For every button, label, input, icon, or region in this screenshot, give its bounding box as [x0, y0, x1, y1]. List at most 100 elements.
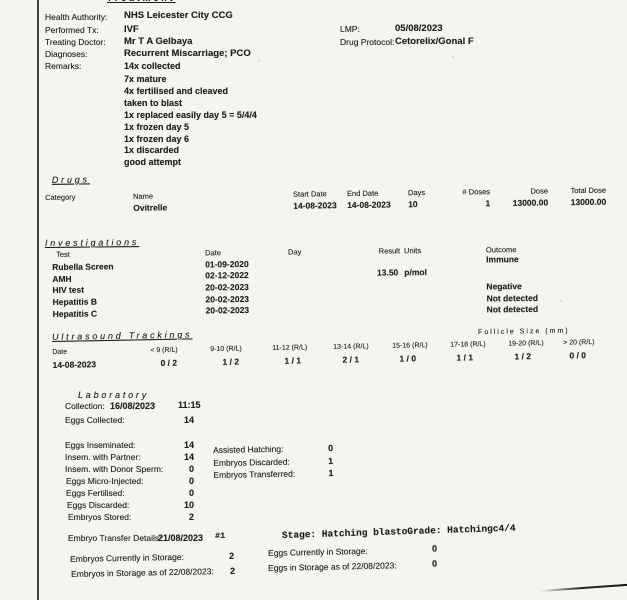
- section-heading-investigations: Investigations: [44, 237, 140, 249]
- collection-label: Collection:: [65, 401, 105, 411]
- us-count: 1 / 2: [222, 356, 240, 367]
- transfer-number: #1: [215, 531, 226, 541]
- lab-value: 0: [188, 464, 194, 474]
- column-header-start-date: Start Date: [292, 189, 327, 199]
- drug-cell-doses: 1: [485, 198, 491, 209]
- storage-row: Eggs in Storage as of 22/08/2023: 0: [267, 558, 448, 576]
- remark-line: taken to blast: [124, 98, 183, 108]
- lab-label: Assisted Hatching:: [212, 443, 284, 455]
- field-value-performed-tx: IVF: [124, 24, 139, 35]
- section-heading-ultrasound: Ultrasound Trackings: [51, 329, 193, 342]
- field-label-performed-tx: Performed Tx:: [45, 25, 99, 35]
- section-heading-drugs: Drugs: [51, 174, 90, 185]
- test-name: Hepatitis C: [52, 308, 98, 319]
- storage-label: Embryos Currently in Storage:: [69, 551, 185, 564]
- column-header-name: Name: [132, 191, 154, 201]
- lab-label: Eggs Inseminated:: [65, 440, 136, 450]
- drug-cell-total-dose: 13000.00: [570, 196, 607, 208]
- us-count: 0 / 2: [160, 357, 178, 369]
- storage-value: 2: [228, 550, 235, 561]
- field-value-drug-protocol: Cetorelix/Gonal F: [395, 36, 474, 47]
- test-name: AMH: [52, 273, 72, 284]
- field-label-treating-doctor: Treating Doctor:: [45, 37, 106, 47]
- column-header-total-dose: Total Dose: [570, 185, 607, 196]
- section-heading-treatment: Treatment: [107, 0, 176, 3]
- us-date: 14-08-2023: [52, 359, 97, 370]
- storage-row: Eggs Currently in Storage: 0: [267, 543, 448, 561]
- remark-line: 7x mature: [124, 73, 167, 84]
- lab-label: Insem. with Donor Sperm:: [65, 464, 164, 474]
- test-outcome: Not detected: [486, 303, 539, 315]
- collection-time: 11:15: [178, 400, 201, 410]
- storage-value: 2: [229, 565, 236, 576]
- storage-label: Eggs in Storage as of 22/08/2023:: [267, 560, 397, 573]
- column-header-dose: Dose: [530, 186, 549, 196]
- field-label-diagnoses: Diagnoses:: [45, 49, 88, 59]
- column-header-category: Category: [44, 192, 76, 202]
- column-header-units: Units: [403, 246, 422, 256]
- follicle-size-label: Follicle Size (mm): [477, 327, 570, 337]
- us-column-header: < 9 (R/L): [150, 346, 178, 355]
- lab-label: Eggs Collected:: [65, 415, 125, 425]
- drug-cell-name: Ovitrelle: [133, 202, 168, 213]
- storage-label: Embryos in Storage as of 22/08/2023:: [70, 566, 214, 579]
- column-header-date: Date: [204, 248, 221, 258]
- remark-line: 14x collected: [124, 61, 181, 71]
- test-date: 02-12-2022: [205, 270, 249, 281]
- drug-cell-start-date: 14-08-2023: [293, 200, 337, 211]
- collection-date: 16/08/2023: [110, 401, 156, 411]
- field-value-treating-doctor: Mr T A Gelbaya: [124, 36, 193, 47]
- drug-cell-dose: 13000.00: [512, 197, 549, 208]
- lab-value: 1: [328, 455, 334, 466]
- column-header-doses: # Doses: [462, 187, 491, 197]
- lab-label: Embryos Transferred:: [213, 468, 296, 480]
- us-column-header: 13-14 (R/L): [333, 343, 369, 351]
- lab-label: Insem. with Partner:: [65, 452, 141, 462]
- us-count: 2 / 1: [342, 354, 360, 365]
- drug-cell-end-date: 14-08-2023: [347, 199, 391, 211]
- us-column-header: > 20 (R/L): [563, 339, 595, 347]
- lab-value: 10: [183, 500, 194, 510]
- lab-label: Eggs Discarded:: [67, 500, 130, 510]
- transfer-date: 21/08/2023: [158, 533, 204, 543]
- scan-speck: [258, 60, 260, 62]
- test-date: 20-02-2023: [205, 305, 250, 316]
- field-value-lmp: 05/08/2023: [395, 23, 443, 34]
- remark-line: 4x fertilised and cleaved: [124, 86, 229, 96]
- storage-label: Eggs Currently in Storage:: [267, 545, 368, 558]
- test-name: HIV test: [52, 285, 85, 296]
- us-column-header: 15-16 (R/L): [392, 342, 428, 350]
- ultrasound-section: Ultrasound Trackings Follicle Size (mm) …: [0, 315, 627, 374]
- test-outcome: Immune: [486, 253, 519, 264]
- field-value-diagnoses: Recurrent Miscarriage; PCO: [124, 48, 251, 59]
- us-column-header: 19-20 (R/L): [508, 339, 544, 348]
- us-column-header: 17-18 (R/L): [450, 341, 486, 349]
- us-column-header: 11-12 (R/L): [272, 344, 308, 352]
- lab-value: 0: [188, 488, 194, 498]
- us-count: 1 / 1: [284, 355, 302, 366]
- us-column-header: Date: [52, 348, 68, 356]
- test-name: Hepatitis B: [52, 296, 98, 307]
- us-count: 1 / 1: [456, 352, 474, 363]
- test-units: p/mol: [404, 266, 427, 277]
- lab-label: Eggs Micro-Injected:: [66, 476, 144, 486]
- test-outcome: Not detected: [486, 292, 539, 303]
- test-result: 13.50: [376, 267, 399, 278]
- column-header-day: Day: [287, 247, 302, 257]
- test-date: 01-09-2020: [205, 258, 249, 269]
- section-heading-laboratory: Laboratory: [78, 390, 150, 400]
- test-outcome: Negative: [486, 281, 522, 292]
- storage-value: 0: [431, 543, 438, 554]
- lab-value: 14: [183, 440, 194, 450]
- test-name: Rubella Screen: [52, 261, 114, 272]
- remark-line: 1x discarded: [124, 145, 180, 155]
- column-header-result: Result: [378, 246, 401, 256]
- scan-speck: [452, 56, 454, 58]
- remark-line: 1x frozen day 5: [124, 121, 190, 132]
- lab-label: Embryos Discarded:: [213, 456, 290, 468]
- lab-right-column: Assisted Hatching: 0 Embryos Discarded: …: [210, 443, 346, 488]
- column-header-days: Days: [407, 188, 426, 198]
- lab-label: Eggs Fertilised:: [66, 488, 125, 498]
- lab-value: 0: [327, 443, 334, 454]
